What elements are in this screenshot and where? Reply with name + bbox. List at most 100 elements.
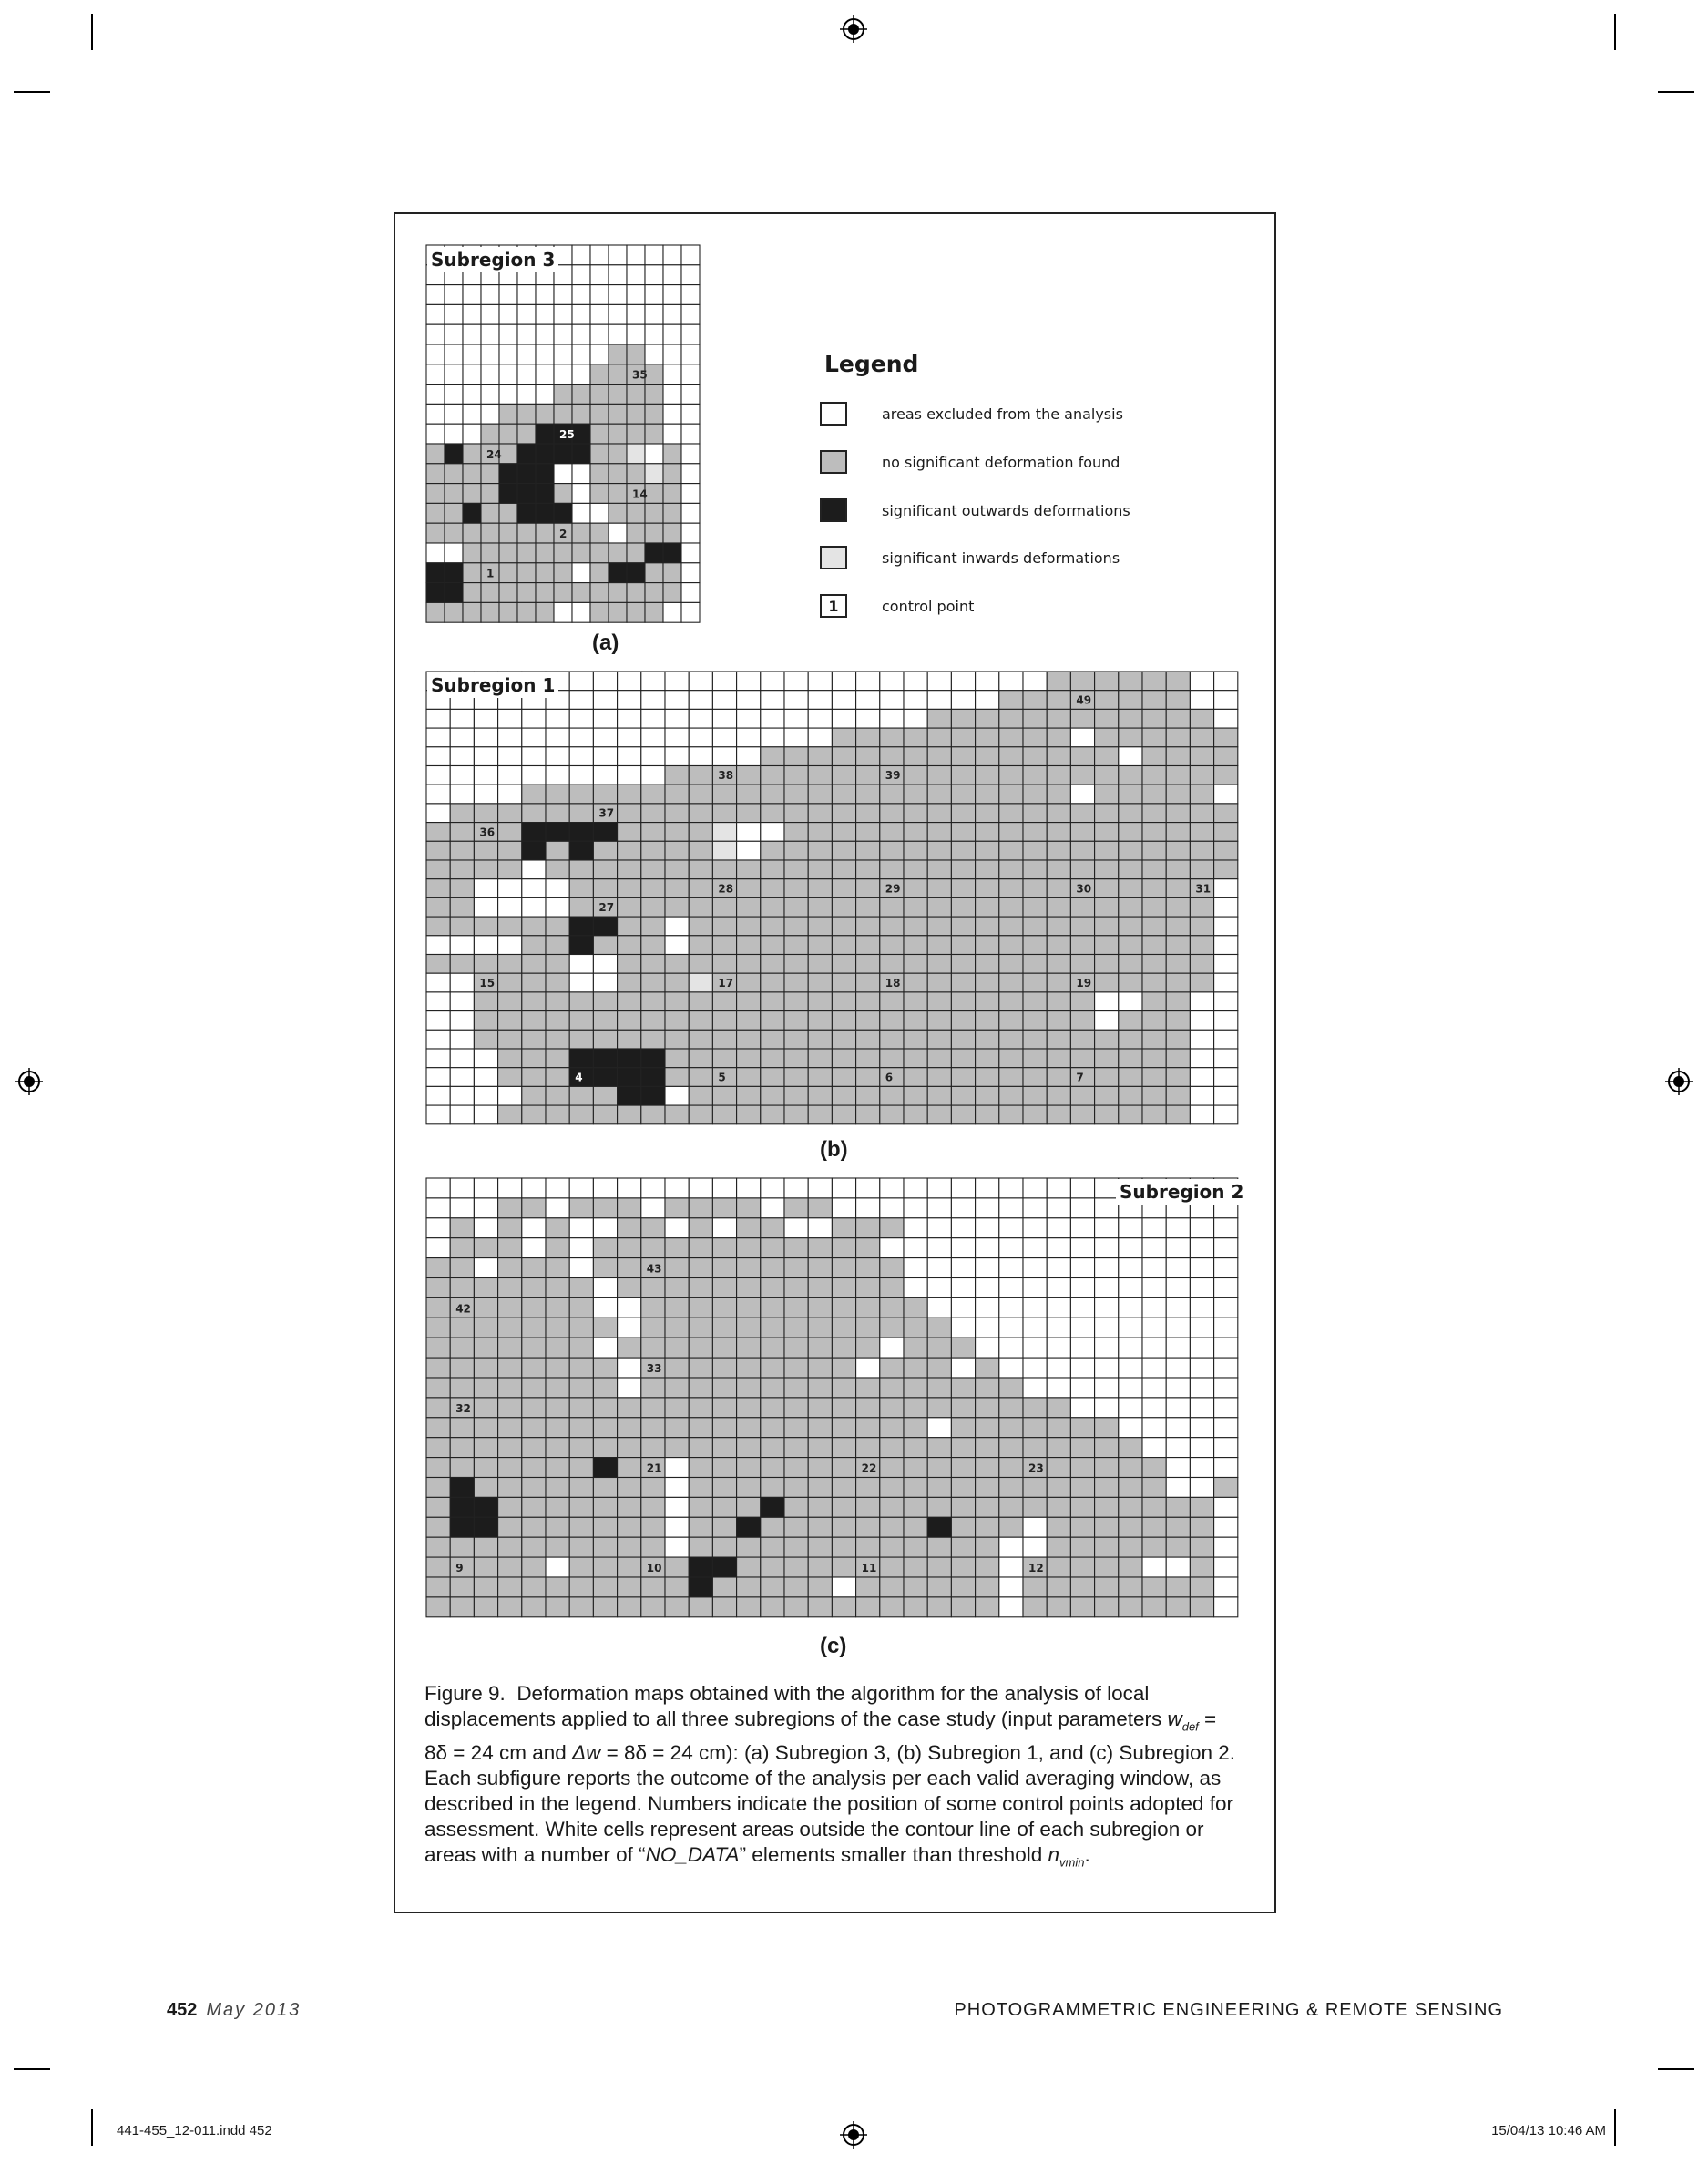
grid-cell — [545, 1397, 570, 1419]
grid-cell — [1141, 1397, 1167, 1419]
file-slug: 441-455_12-011.indd 452 — [117, 2123, 272, 2138]
grid-cell — [553, 303, 573, 325]
grid-cell — [480, 303, 500, 325]
grid-cell — [688, 1217, 713, 1239]
grid-cell — [736, 708, 762, 729]
grid-cell — [473, 1104, 499, 1125]
grid-cell — [1022, 1257, 1048, 1279]
grid-cell — [626, 443, 646, 465]
grid-cell — [998, 1048, 1024, 1069]
grid-cell — [497, 727, 523, 748]
grid-cell — [571, 582, 591, 603]
grid-cell — [688, 746, 713, 767]
grid-cell — [617, 1010, 642, 1031]
grid-cell — [1165, 916, 1191, 937]
grid-cell — [608, 562, 628, 584]
grid-cell — [425, 935, 451, 956]
grid-cell — [760, 746, 785, 767]
grid-cell — [449, 784, 475, 805]
grid-cell — [498, 601, 518, 623]
grid-cell — [975, 784, 1000, 805]
grid-cell — [1022, 1476, 1048, 1498]
grid-cell — [644, 542, 664, 564]
grid-cell — [736, 1417, 762, 1439]
grid-cell — [664, 690, 690, 710]
grid-cell — [831, 1217, 857, 1239]
grid-cell — [783, 1085, 809, 1106]
grid-cell — [462, 582, 482, 603]
grid-cell — [1118, 1237, 1143, 1259]
grid-cell — [545, 1104, 570, 1125]
grid-cell — [449, 953, 475, 974]
grid-cell — [640, 878, 666, 898]
legend-label: significant inwards deformations — [882, 549, 1120, 567]
grid-cell — [473, 1536, 499, 1558]
grid-cell — [807, 1437, 833, 1459]
grid-cell — [1118, 764, 1143, 785]
grid-cell — [998, 1417, 1024, 1439]
grid-cell — [640, 1337, 666, 1359]
grid-cell — [903, 916, 928, 937]
grid-cell — [617, 1556, 642, 1578]
grid-cell — [926, 1029, 952, 1050]
grid-cell — [1213, 764, 1239, 785]
grid-cell — [473, 1576, 499, 1598]
grid-cell — [950, 784, 977, 805]
grid-cell — [807, 1297, 833, 1318]
grid-cell — [497, 1457, 523, 1479]
grid-cell — [626, 244, 646, 266]
grid-cell — [1046, 916, 1071, 937]
grid-cell — [760, 1217, 785, 1239]
grid-cell — [1069, 784, 1096, 805]
grid-cell — [975, 953, 1000, 974]
grid-cell — [497, 991, 523, 1012]
grid-cell — [568, 1277, 594, 1298]
grid-cell — [688, 1457, 713, 1479]
grid-cell — [903, 1397, 928, 1419]
grid-cell — [1046, 1010, 1071, 1031]
grid-cell — [608, 463, 628, 485]
grid-cell — [807, 1317, 833, 1338]
grid-cell — [521, 764, 547, 785]
grid-cell — [449, 1257, 475, 1279]
grid-cell — [545, 1377, 570, 1399]
grid-cell — [425, 764, 451, 785]
grid-cell — [545, 1197, 570, 1219]
grid-cell — [425, 384, 445, 405]
grid-cell — [589, 502, 609, 524]
grid-cell — [736, 1397, 762, 1419]
grid-cell — [783, 1556, 809, 1578]
grid-cell — [449, 1417, 475, 1439]
grid-cell — [1046, 1217, 1071, 1239]
grid-cell — [950, 1576, 977, 1598]
grid-cell — [664, 1197, 690, 1219]
grid-cell — [498, 323, 518, 345]
grid-cell — [711, 1085, 738, 1106]
grid-cell — [975, 1357, 1000, 1379]
grid-cell — [688, 897, 713, 918]
grid-cell — [926, 1516, 952, 1538]
grid-cell — [480, 601, 500, 623]
grid-cell — [1069, 991, 1096, 1012]
grid-cell — [545, 916, 570, 937]
grid-cell — [736, 1377, 762, 1399]
grid-cell — [521, 1516, 547, 1538]
grid-cell — [926, 935, 952, 956]
grid-cell — [760, 1576, 785, 1598]
grid-cell — [1213, 746, 1239, 767]
grid-cell — [680, 284, 701, 305]
grid-cell — [497, 1516, 523, 1538]
grid-cell — [680, 423, 701, 445]
grid-cell — [626, 323, 646, 345]
grid-cell — [535, 522, 555, 544]
grid-cell — [831, 1104, 857, 1125]
grid-cell — [592, 1337, 619, 1359]
grid-cell — [473, 840, 499, 861]
grid-cell — [688, 1277, 713, 1298]
grid-cell — [535, 303, 555, 325]
grid-cell — [783, 897, 809, 918]
grid-cell — [1213, 1417, 1239, 1439]
grid-cell — [1046, 764, 1071, 785]
grid-cell — [497, 1437, 523, 1459]
grid-cell — [644, 403, 664, 425]
